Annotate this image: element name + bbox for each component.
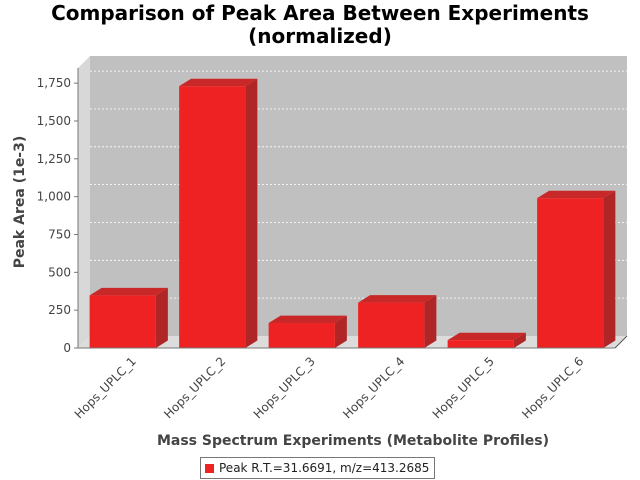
bar-side-5 [513, 332, 526, 348]
bar-top-4 [358, 295, 437, 303]
y-tick-label-1: 250 [48, 303, 71, 317]
x-tick-label-6: Hops_UPLC_6 [519, 354, 586, 421]
bar-4 [358, 295, 437, 348]
bar-6 [537, 190, 616, 348]
y-tick-label-4: 1,000 [37, 190, 71, 204]
bar-top-1 [89, 287, 168, 296]
chart-title-line-1: Comparison of Peak Area Between Experime… [51, 1, 589, 25]
bar-5 [447, 332, 526, 348]
bar-top-3 [268, 315, 347, 324]
y-axis-label: Peak Area (1e-3) [12, 136, 28, 269]
bar-side-2 [245, 78, 258, 348]
bar-1 [89, 287, 168, 348]
x-axis-label: Mass Spectrum Experiments (Metabolite Pr… [157, 433, 549, 449]
x-tick-label-3: Hops_UPLC_3 [251, 354, 318, 421]
x-tick-label-1: Hops_UPLC_1 [72, 354, 139, 421]
bar-side-1 [155, 287, 168, 348]
bar-front-5 [447, 340, 514, 348]
bar-top-5 [447, 332, 526, 341]
legend-label: Peak R.T.=31.6691, m/z=413.2685 [219, 461, 430, 475]
chart-title: Comparison of Peak Area Between Experime… [0, 2, 640, 48]
y-tick-label-2: 500 [48, 265, 71, 279]
x-tick-label-5: Hops_UPLC_5 [430, 354, 497, 421]
bar-2 [179, 78, 258, 348]
bar-front-2 [179, 86, 246, 348]
y-tick-label-0: 0 [63, 341, 71, 355]
y-tick-label-6: 1,500 [37, 114, 71, 128]
bar-side-6 [603, 190, 616, 348]
chart-title-line-2: (normalized) [248, 24, 392, 48]
plot-side-wall [78, 56, 90, 348]
bar-side-4 [424, 295, 437, 348]
bar-side-3 [334, 315, 347, 348]
bar-3 [268, 315, 347, 348]
bar-front-3 [268, 323, 335, 348]
bar-front-4 [358, 302, 425, 348]
bar-front-1 [89, 295, 156, 348]
y-tick-label-5: 1,250 [37, 152, 71, 166]
bar-front-6 [537, 198, 604, 348]
plot-floor-edge [614, 335, 628, 349]
legend-swatch [205, 463, 214, 473]
legend: Peak R.T.=31.6691, m/z=413.2685 [200, 457, 436, 479]
x-tick-label-4: Hops_UPLC_4 [340, 354, 407, 421]
y-tick-label-7: 1,750 [37, 76, 71, 90]
y-tick-label-3: 750 [48, 227, 71, 241]
x-tick-label-2: Hops_UPLC_2 [161, 354, 228, 421]
bar-top-6 [537, 190, 616, 199]
bar-top-2 [179, 78, 258, 87]
